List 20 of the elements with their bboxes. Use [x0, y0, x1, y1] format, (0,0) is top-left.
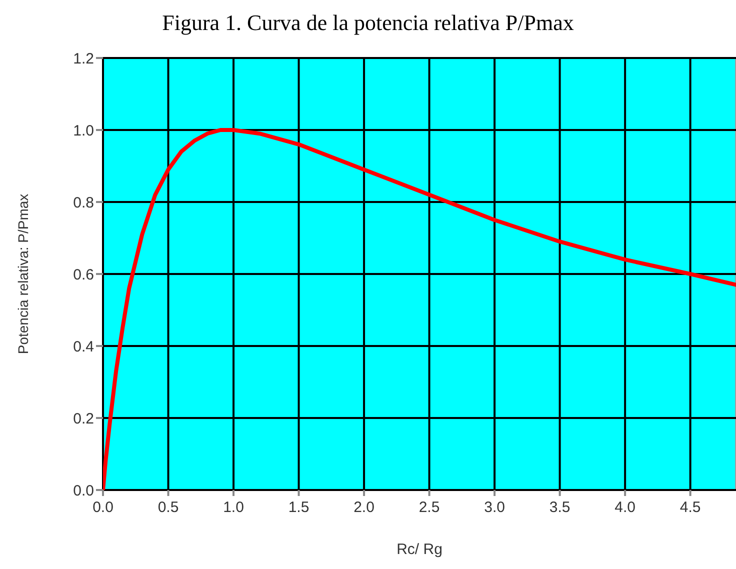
- x-tick-label: 0.5: [158, 499, 179, 516]
- x-tick-label: 4.5: [680, 499, 701, 516]
- x-tick-label: 2.0: [354, 499, 374, 516]
- x-tick-label: 3.0: [484, 499, 505, 516]
- y-tick-label: 1.0: [73, 122, 94, 140]
- y-axis-title: Potencia relativa: P/Pmax: [15, 194, 31, 354]
- y-tick-label: 1.2: [73, 50, 94, 68]
- chart-title: Figura 1. Curva de la potencia relativa P/Pmax: [162, 10, 574, 35]
- y-tick-label: 0.4: [73, 338, 94, 356]
- x-tick-label: 3.5: [549, 499, 570, 516]
- y-tick-label: 0.0: [73, 482, 94, 500]
- x-tick-label: 1.0: [223, 499, 244, 516]
- x-tick-label: 1.5: [288, 499, 310, 516]
- x-tick-label: 0.0: [92, 499, 114, 516]
- x-tick-label: 2.5: [418, 499, 440, 516]
- y-tick-label: 0.6: [73, 266, 94, 284]
- x-tick-label: 4.0: [614, 499, 636, 516]
- x-axis-title: Rc/ Rg: [396, 541, 442, 558]
- y-tick-label: 0.8: [73, 194, 94, 212]
- y-tick-label: 0.2: [73, 410, 94, 428]
